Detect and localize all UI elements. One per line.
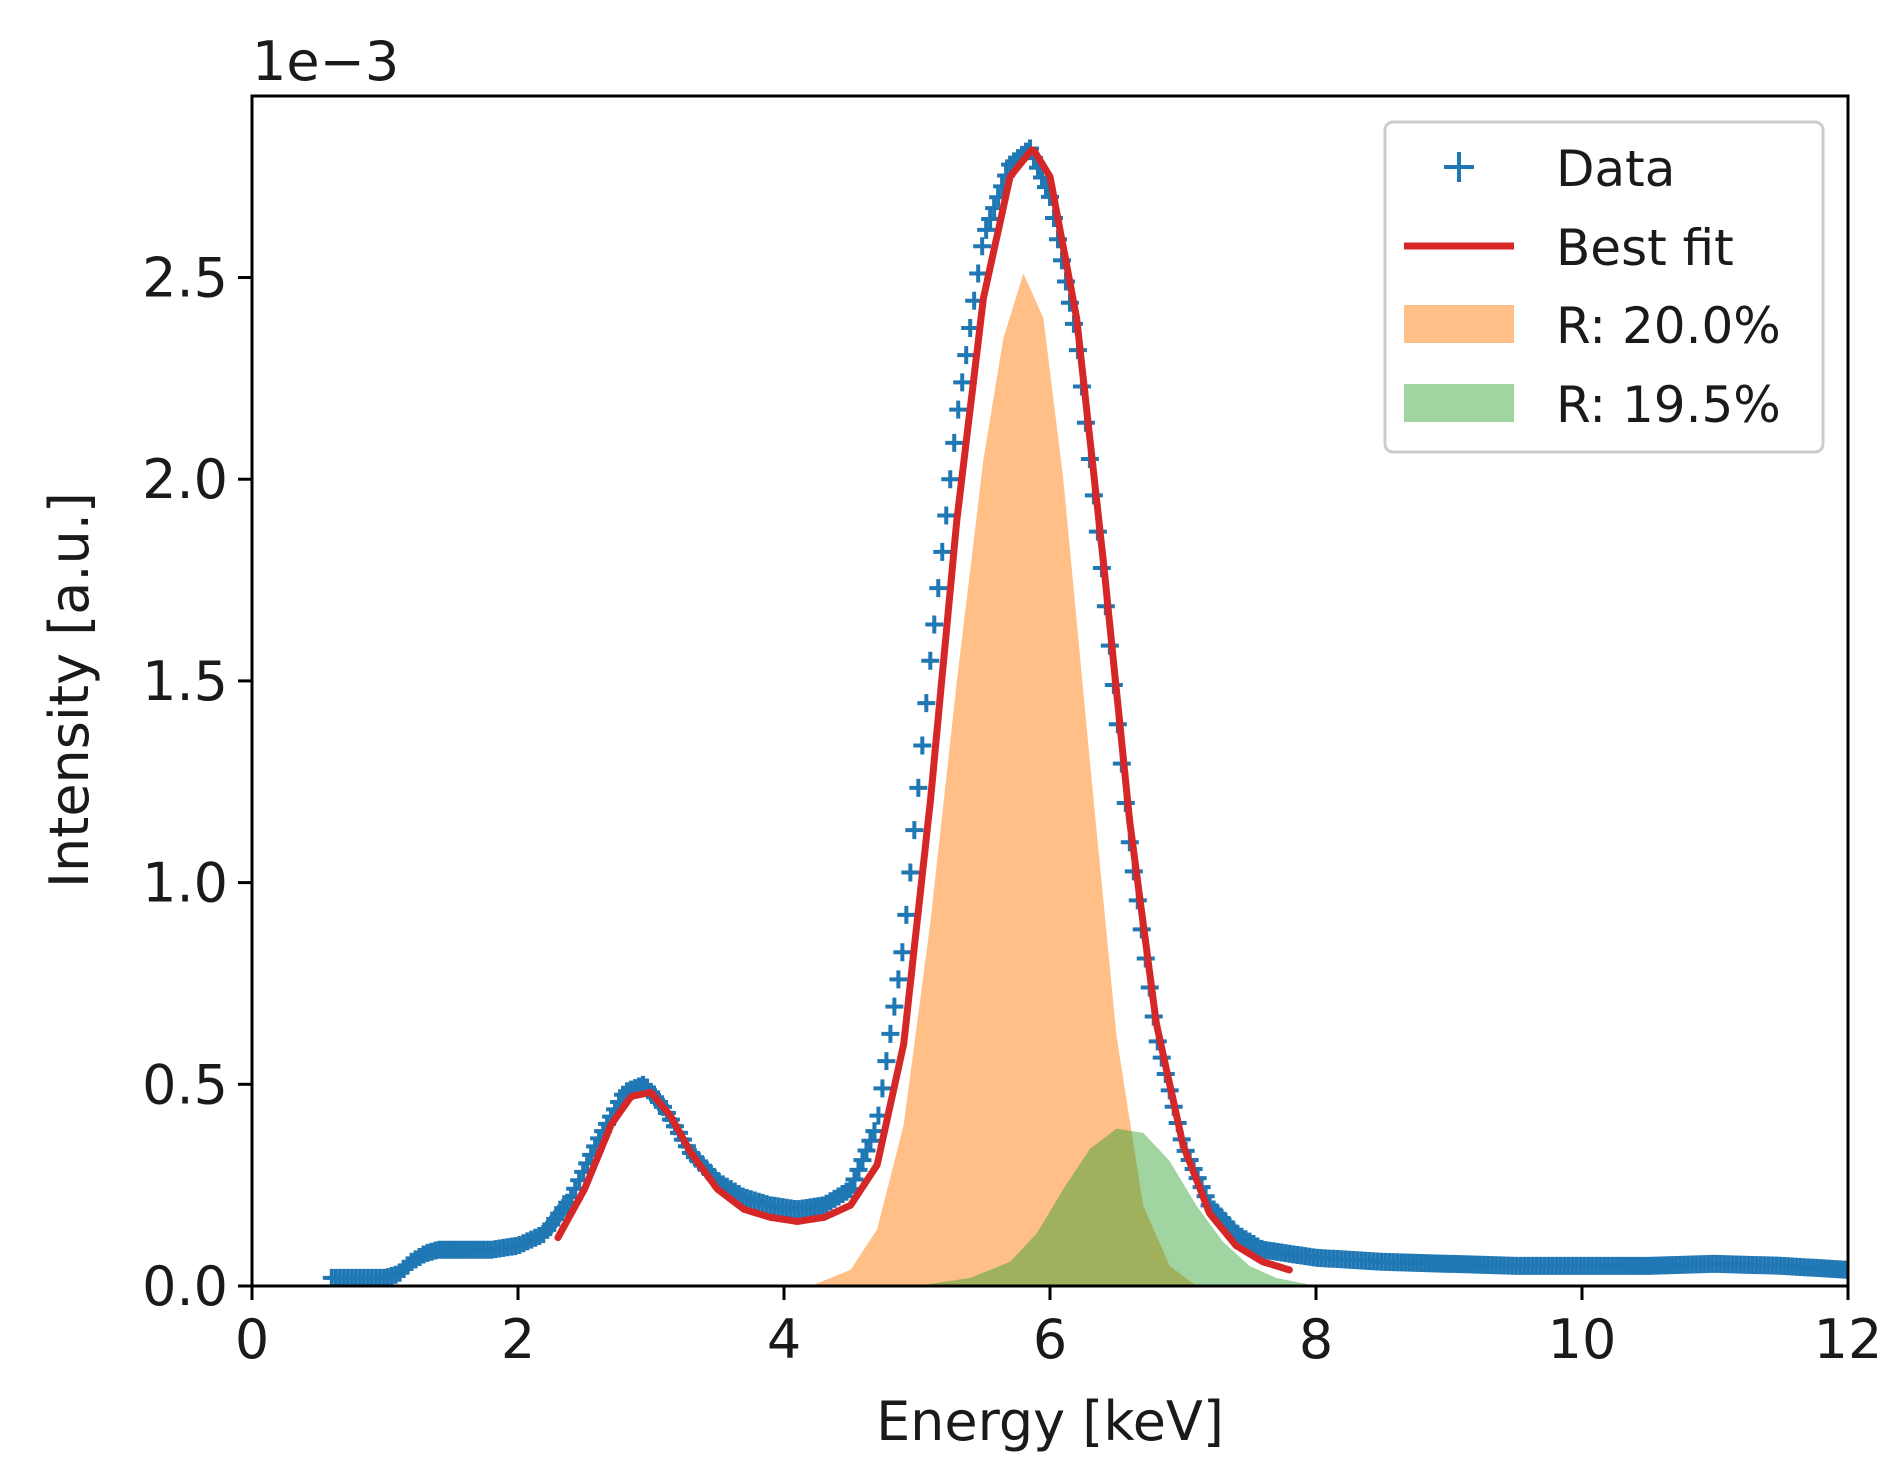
data-marker: [901, 863, 920, 882]
data-marker: [945, 433, 964, 452]
y-tick-label: 0.0: [142, 1255, 228, 1318]
x-tick-label: 4: [767, 1308, 801, 1371]
data-marker: [1839, 1260, 1848, 1279]
x-axis-ticks: 0 2 4 6 8 10 12: [235, 1286, 1883, 1371]
data-marker: [881, 1024, 900, 1043]
data-marker: [893, 943, 912, 962]
data-marker: [905, 821, 924, 840]
y-axis-label: Intensity [a.u.]: [38, 492, 101, 888]
data-marker: [897, 905, 916, 924]
y-axis-ticks: 0.0 0.5 1.0 1.5 2.0 2.5: [142, 247, 252, 1318]
data-marker: [853, 1151, 872, 1170]
data-marker: [953, 373, 972, 392]
data-marker: [941, 470, 960, 489]
data-marker: [889, 970, 908, 989]
data-marker: [937, 506, 956, 525]
data-marker: [977, 220, 996, 239]
data-marker: [913, 736, 932, 755]
data-marker: [865, 1122, 884, 1141]
x-tick-label: 6: [1033, 1308, 1067, 1371]
data-marker: [845, 1170, 864, 1189]
data-marker: [849, 1160, 868, 1179]
legend-best-fit-label: Best fit: [1556, 219, 1734, 277]
x-tick-label: 0: [235, 1308, 269, 1371]
x-tick-label: 8: [1299, 1308, 1333, 1371]
data-marker: [917, 694, 936, 713]
data-marker: [949, 400, 968, 419]
data-marker: [925, 615, 944, 634]
x-tick-label: 10: [1548, 1308, 1617, 1371]
data-marker: [877, 1052, 896, 1071]
legend-item-best-fit: Best fit: [1404, 219, 1734, 277]
plot-area: [322, 139, 1848, 1286]
data-marker: [861, 1131, 880, 1150]
best-fit-line: [554, 146, 1293, 1274]
legend: Data Best fit R: 20.0% R: 19.5%: [1383, 120, 1825, 454]
best-fit-line-layer: [554, 146, 1293, 1274]
data-marker: [961, 318, 980, 337]
data-marker: [909, 778, 928, 797]
y-tick-label: 2.0: [142, 448, 228, 511]
legend-peak-1-swatch: [1404, 305, 1514, 343]
data-marker: [857, 1141, 876, 1160]
peak-2-area: [917, 1128, 1316, 1286]
x-tick-label: 2: [501, 1308, 535, 1371]
x-tick-label: 12: [1814, 1308, 1883, 1371]
data-marker: [929, 579, 948, 598]
data-marker: [957, 346, 976, 365]
data-marker: [885, 997, 904, 1016]
legend-data-swatch: [1444, 152, 1474, 182]
data-marker: [981, 210, 1000, 229]
y-tick-label: 1.0: [142, 852, 228, 915]
legend-item-peak-2: R: 19.5%: [1404, 376, 1781, 434]
legend-peak-2-label: R: 19.5%: [1556, 376, 1781, 434]
y-tick-label: 2.5: [142, 247, 228, 310]
data-marker: [973, 237, 992, 256]
x-axis-label: Energy [keV]: [876, 1390, 1224, 1453]
legend-item-data: Data: [1444, 140, 1675, 198]
data-marker: [841, 1180, 860, 1199]
legend-peak-2-swatch: [1404, 384, 1514, 422]
legend-data-label: Data: [1556, 140, 1675, 198]
y-tick-label: 0.5: [142, 1053, 228, 1116]
peak-1-area: [810, 273, 1197, 1286]
data-marker: [837, 1182, 856, 1201]
data-marker: [873, 1079, 892, 1098]
legend-item-peak-1: R: 20.0%: [1404, 297, 1781, 355]
data-marker: [969, 264, 988, 283]
data-marker: [933, 542, 952, 561]
legend-peak-1-label: R: 20.0%: [1556, 297, 1781, 355]
y-axis-offset-label: 1e−3: [252, 30, 399, 93]
legend-box: [1383, 120, 1825, 454]
data-marker: [921, 651, 940, 670]
peak-areas: [810, 273, 1316, 1286]
y-tick-label: 1.5: [142, 650, 228, 713]
